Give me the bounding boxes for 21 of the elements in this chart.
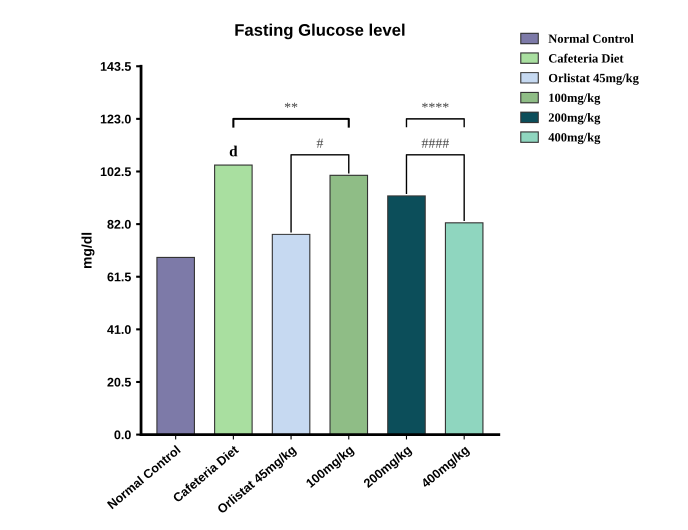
y-tick-label: 102.5 — [100, 167, 131, 176]
annotation: #### — [422, 138, 449, 148]
legend-label: 100mg/kg — [549, 93, 600, 105]
legend-label: Normal Control — [548, 34, 634, 43]
y-axis-title: mg/dl — [81, 232, 94, 268]
annotation: **** — [422, 102, 449, 108]
y-tick-label: 82.0 — [107, 220, 131, 229]
y-tick-label: 20.5 — [107, 378, 131, 387]
y-tick-label: 41.0 — [107, 325, 131, 334]
legend-label: Cafeteria Diet — [548, 54, 624, 63]
legend-label: 200mg/kg — [548, 112, 600, 124]
legend-label: 400mg/kg — [548, 132, 600, 144]
annotation: # — [316, 138, 324, 148]
legend-label: Orlistat 45mg/kg — [548, 73, 639, 85]
annotation: ** — [284, 102, 298, 108]
y-tick-label: 61.5 — [107, 272, 131, 282]
y-tick-label: 123.0 — [100, 114, 131, 124]
annotation: d — [230, 146, 238, 156]
y-tick-label: 0.0 — [114, 430, 131, 440]
chart-title: Fasting Glucose level — [235, 24, 404, 40]
y-tick-label: 143.5 — [100, 62, 131, 71]
